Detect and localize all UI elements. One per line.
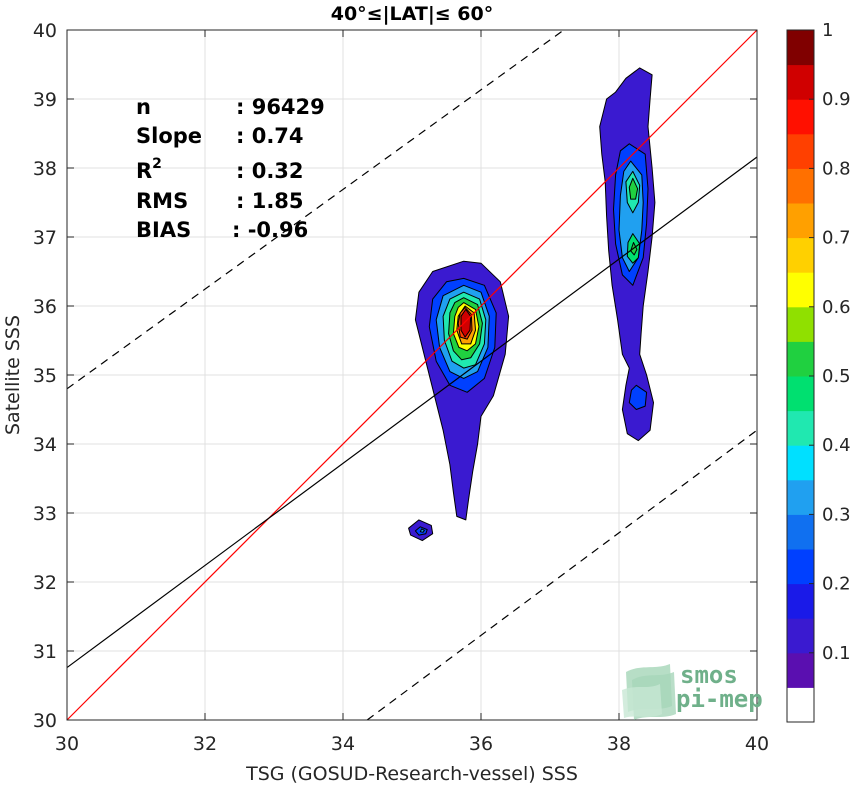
colorbar-band	[787, 30, 814, 66]
y-tick-label: 40	[33, 20, 57, 42]
logo-line1: smos	[680, 661, 738, 689]
y-tick-label: 37	[33, 227, 57, 249]
y-tick-label: 38	[33, 158, 57, 180]
stat-n-value: : 96429	[236, 95, 325, 119]
colorbar-tick-label: 0.4	[822, 435, 851, 456]
colorbar-band	[787, 168, 814, 204]
line-one-to-one	[66, 29, 758, 721]
x-tick-label: 40	[745, 733, 769, 755]
colorbar-band	[787, 203, 814, 239]
y-axis-title: Satellite SSS	[2, 315, 24, 435]
x-tick-label: 30	[55, 733, 79, 755]
colorbar-band	[787, 64, 814, 100]
colorbar-tick-label: 1	[822, 20, 833, 41]
colorbar-band	[787, 514, 814, 550]
colorbar-tick-label: 0.2	[822, 574, 851, 595]
stat-rms-label: RMS	[136, 189, 188, 213]
y-tick-label: 35	[33, 365, 57, 387]
colorbar-tick-label: 0.3	[822, 504, 851, 525]
colorbar-ticks: 0.1 0.2 0.3 0.4 0.5 0.6 0.7 0.8 0.9 1	[809, 20, 851, 664]
colorbar-tick-label: 0.7	[822, 228, 851, 249]
colorbar-band	[787, 583, 814, 619]
colorbar-tick-label: 0.8	[822, 158, 851, 179]
colorbar-bands	[787, 30, 814, 723]
x-tick-label: 32	[193, 733, 217, 755]
colorbar-band	[787, 445, 814, 481]
stat-slope-value: : 0.74	[236, 124, 304, 148]
colorbar-tick-label: 0.6	[822, 297, 851, 318]
colorbar-band	[787, 237, 814, 273]
colorbar-band	[787, 652, 814, 688]
stat-r2-superscript: 2	[152, 156, 162, 172]
colorbar: 0.1 0.2 0.3 0.4 0.5 0.6 0.7 0.8 0.9 1	[786, 20, 851, 723]
smos-pimep-logo: smos pi-mep	[622, 661, 763, 720]
chart-title: 40°≤|LAT|≤ 60°	[331, 3, 494, 25]
reference-lines	[66, 29, 758, 721]
colorbar-band	[787, 272, 814, 308]
stat-r2-letter: R	[136, 159, 152, 183]
y-tick-label: 34	[33, 434, 57, 456]
x-tick-label: 38	[607, 733, 631, 755]
density-contours	[408, 67, 656, 542]
colorbar-band	[787, 133, 814, 169]
plot-area	[66, 29, 758, 721]
colorbar-band	[787, 341, 814, 377]
y-tick-label: 36	[33, 296, 57, 318]
y-tick-label: 39	[33, 89, 57, 111]
stat-r2-label: R2	[136, 156, 162, 183]
x-tick-label: 36	[469, 733, 493, 755]
stat-bias-label: BIAS	[136, 218, 191, 242]
logo-wave-icon	[622, 664, 676, 720]
y-axis: 30 31 32 33 34 35 36 37 38 39 40	[33, 20, 757, 732]
stat-rms-value: : 1.85	[236, 189, 304, 213]
stat-bias-value: : -0.96	[232, 218, 308, 242]
colorbar-band	[787, 687, 814, 723]
colorbar-band	[787, 376, 814, 412]
stats-box: n : 96429 Slope : 0.74 R2 : 0.32 RMS : 1…	[136, 95, 325, 242]
colorbar-band	[787, 99, 814, 135]
y-tick-label: 30	[33, 710, 57, 732]
contour-east	[628, 384, 648, 410]
stat-r2-value: : 0.32	[236, 159, 304, 183]
contour-west-small	[419, 528, 425, 533]
colorbar-band	[787, 549, 814, 585]
y-tick-label: 31	[33, 641, 57, 663]
colorbar-tick-label: 0.9	[822, 89, 851, 110]
colorbar-band	[787, 410, 814, 446]
colorbar-band	[787, 306, 814, 342]
contour-east	[628, 177, 639, 200]
line-upper-bound	[66, 29, 565, 390]
x-tick-label: 34	[331, 733, 355, 755]
y-tick-label: 32	[33, 572, 57, 594]
y-tick-label: 33	[33, 503, 57, 525]
colorbar-tick-label: 0.5	[822, 366, 851, 387]
line-regression	[66, 156, 758, 669]
x-axis: 30 32 34 36 38 40	[55, 30, 769, 755]
line-lower-bound	[366, 429, 758, 721]
colorbar-band	[787, 618, 814, 654]
stat-slope-label: Slope	[136, 124, 202, 148]
x-axis-title: TSG (GOSUD-Research-vessel) SSS	[245, 763, 578, 785]
stat-n-label: n	[136, 95, 151, 119]
colorbar-tick-label: 0.1	[822, 643, 851, 664]
logo-line2: pi-mep	[676, 685, 763, 713]
colorbar-band	[787, 479, 814, 515]
